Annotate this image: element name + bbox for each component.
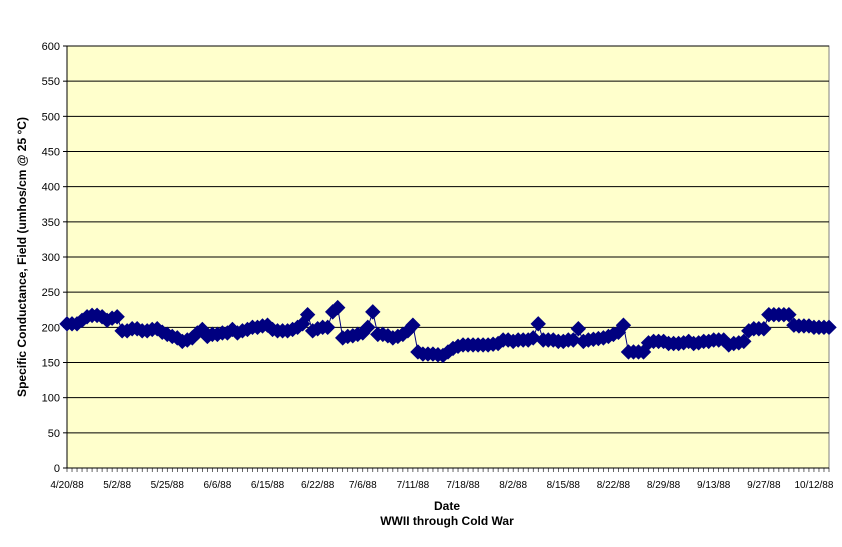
y-tick-label: 50 bbox=[48, 428, 60, 440]
y-tick-label: 450 bbox=[42, 147, 60, 159]
y-tick-label: 100 bbox=[42, 393, 60, 405]
x-tick-label: 8/22/88 bbox=[597, 480, 631, 491]
data-point bbox=[330, 299, 346, 316]
y-tick-label: 250 bbox=[42, 287, 60, 299]
x-axis-ticks: 4/20/88 5/2/88 5/25/88 6/6/88 6/15/88 6/22/88… bbox=[50, 468, 834, 491]
x-tick-label: 8/2/88 bbox=[499, 480, 527, 491]
y-axis-ticks: 0 50 100 150 200 250 300 350 400 450 500 550 600 bbox=[42, 41, 67, 475]
y-tick-label: 300 bbox=[42, 252, 60, 264]
data-point bbox=[821, 319, 837, 336]
x-tick-label: 10/12/88 bbox=[794, 480, 833, 491]
x-tick-label: 9/27/88 bbox=[747, 480, 781, 491]
x-tick-label: 9/13/88 bbox=[697, 480, 731, 491]
y-tick-label: 400 bbox=[42, 182, 60, 194]
chart-subtitle: WWII through Cold War bbox=[380, 514, 514, 528]
y-tick-label: 200 bbox=[42, 322, 60, 334]
data-point bbox=[525, 330, 541, 346]
gridlines bbox=[67, 45, 829, 434]
y-tick-label: 600 bbox=[42, 41, 60, 53]
y-tick-label: 150 bbox=[42, 358, 60, 370]
x-tick-label: 7/6/88 bbox=[349, 480, 377, 491]
data-point bbox=[736, 333, 752, 350]
data-point bbox=[756, 321, 772, 337]
x-tick-label: 6/15/88 bbox=[251, 480, 285, 491]
x-tick-label: 7/18/88 bbox=[446, 480, 480, 491]
data-point bbox=[319, 319, 336, 336]
data-point bbox=[365, 304, 381, 320]
x-tick-label: 4/20/88 bbox=[50, 480, 84, 491]
y-tick-label: 350 bbox=[42, 217, 60, 229]
series-layer bbox=[59, 299, 837, 364]
y-tick-label: 500 bbox=[42, 111, 60, 123]
data-point bbox=[405, 317, 421, 333]
y-axis-title: Specific Conductance, Field (umhos/cm @ … bbox=[15, 117, 29, 397]
x-axis-title: Date bbox=[434, 499, 460, 513]
data-point bbox=[109, 309, 125, 325]
x-tick-label: 5/25/88 bbox=[151, 480, 185, 491]
x-tick-label: 8/15/88 bbox=[547, 480, 581, 491]
y-tick-label: 0 bbox=[54, 463, 60, 475]
data-point bbox=[570, 321, 587, 337]
x-tick-label: 5/2/88 bbox=[103, 480, 131, 491]
data-point bbox=[299, 306, 316, 323]
data-point bbox=[781, 306, 797, 323]
x-tick-label: 6/6/88 bbox=[203, 480, 231, 491]
data-point bbox=[530, 316, 546, 332]
data-point bbox=[360, 319, 376, 336]
x-tick-label: 7/11/88 bbox=[397, 480, 430, 491]
x-tick-label: 8/29/88 bbox=[647, 480, 681, 491]
y-tick-label: 550 bbox=[42, 76, 60, 88]
data-point bbox=[565, 332, 582, 348]
x-tick-label: 6/22/88 bbox=[301, 480, 335, 491]
data-point bbox=[615, 317, 632, 333]
